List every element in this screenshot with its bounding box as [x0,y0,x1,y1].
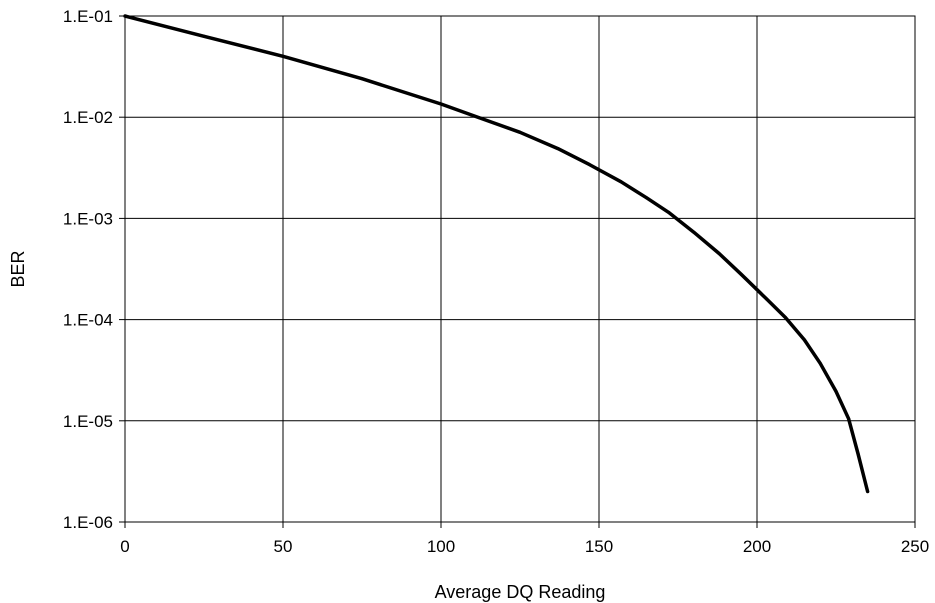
data-point [717,251,721,255]
data-point [439,102,443,106]
y-tick-label: 1.E-03 [63,209,113,228]
data-point [477,116,481,120]
data-point [202,34,206,38]
data-point [866,490,870,494]
y-tick-label: 1.E-04 [63,311,113,330]
data-point [764,297,768,301]
data-point [739,272,743,276]
data-point [644,196,648,200]
series-layer [123,14,870,494]
data-point [123,14,127,18]
data-point [847,417,851,421]
gridlines [124,15,916,523]
data-point [619,180,623,184]
data-point [518,130,522,134]
data-point [783,315,787,319]
data-point [360,77,364,81]
x-tick-label: 0 [120,537,129,556]
y-tick-label: 1.E-02 [63,108,113,127]
x-axis-ticks: 0 50 100 150 200 250 [120,522,929,556]
data-point [281,54,285,58]
data-point [802,338,806,342]
data-point [588,163,592,167]
x-tick-label: 50 [274,537,293,556]
y-tick-label: 1.E-01 [63,7,113,26]
y-axis-title: BER [8,250,28,287]
data-point [834,389,838,393]
data-point [667,210,671,214]
x-tick-label: 250 [901,537,929,556]
x-tick-label: 200 [743,537,771,556]
data-point [556,147,560,151]
data-point [692,230,696,234]
x-tick-label: 100 [427,537,455,556]
x-axis-title: Average DQ Reading [435,582,606,602]
x-tick-label: 150 [585,537,613,556]
y-tick-label: 1.E-06 [63,513,113,532]
data-point [856,452,860,456]
plot-area-border [124,15,916,523]
y-axis-ticks: 1.E-01 1.E-02 1.E-03 1.E-04 1.E-05 1.E-06 [63,7,125,532]
data-point [818,361,822,365]
y-tick-label: 1.E-05 [63,412,113,431]
series-line [123,14,870,494]
